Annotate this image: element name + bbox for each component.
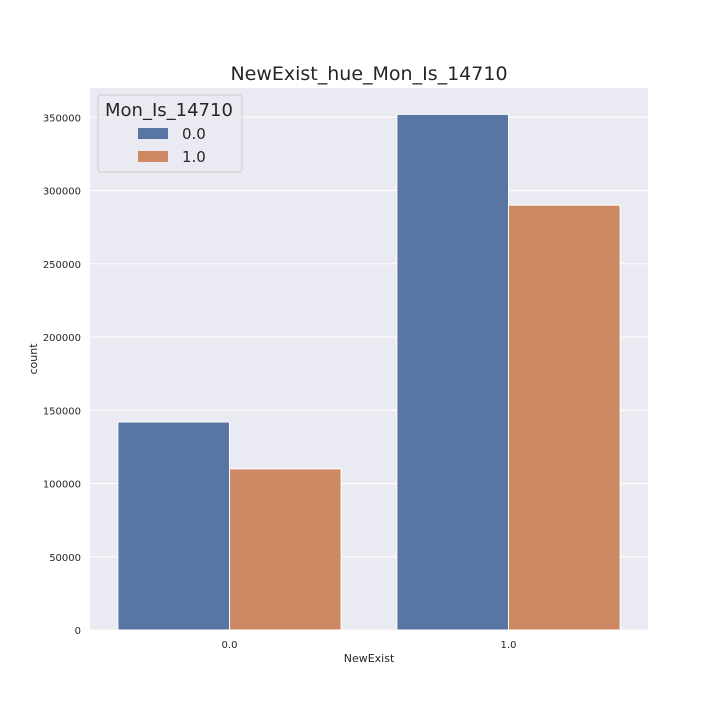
- y-tick-label: 200000: [43, 333, 81, 344]
- y-tick-label: 0: [75, 626, 81, 637]
- y-axis-ticks: 0 50000 100000 150000 200000 250000 300000 3500…: [43, 113, 81, 637]
- y-axis-label: count: [27, 343, 40, 375]
- x-tick-label: 1.0: [501, 640, 517, 651]
- legend-title: Mon_Is_14710: [105, 100, 233, 121]
- y-tick-label: 100000: [43, 480, 81, 491]
- legend-label-1: 1.0: [182, 148, 206, 166]
- y-tick-label: 50000: [49, 553, 81, 564]
- y-tick-label: 250000: [43, 260, 81, 271]
- bar-0.0-series-0.0: [117, 421, 230, 631]
- legend-swatch-1: [138, 151, 168, 162]
- y-tick-label: 300000: [43, 187, 81, 198]
- x-tick-label: 0.0: [222, 640, 238, 651]
- bar-1.0-series-0.0: [396, 113, 509, 631]
- legend-label-0: 0.0: [182, 125, 206, 143]
- legend: Mon_Is_14710 0.0 1.0: [97, 94, 243, 173]
- y-tick-label: 350000: [43, 113, 81, 124]
- bar-1.0-series-1.0: [508, 204, 621, 631]
- legend-box: [97, 94, 243, 173]
- x-axis-label: NewExist: [344, 652, 395, 665]
- bar-0.0-series-1.0: [229, 468, 342, 631]
- legend-swatch-0: [138, 128, 168, 139]
- x-axis-ticks: 0.0 1.0: [222, 640, 517, 651]
- chart-title: NewExist_hue_Mon_Is_14710: [230, 63, 507, 85]
- y-tick-label: 150000: [43, 406, 81, 417]
- bars: [117, 113, 621, 631]
